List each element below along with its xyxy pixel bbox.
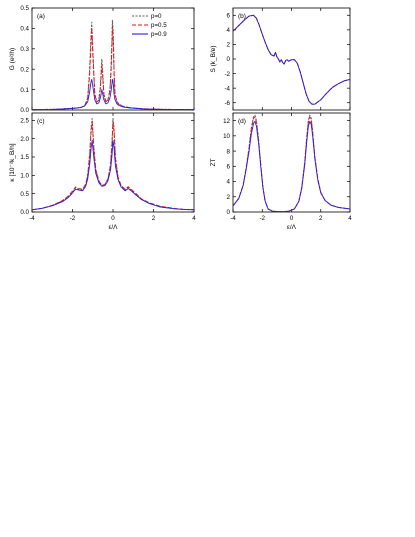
x-tick-label: -4 xyxy=(29,215,35,222)
y-axis-label: ZT xyxy=(210,159,217,167)
y-tick-label: 0.5 xyxy=(20,191,29,198)
series-line-p=0.9 xyxy=(31,140,195,211)
y-tick-label: -4 xyxy=(224,85,230,92)
series-line-p=0 xyxy=(232,114,351,213)
panel-b: -6 -4 -2 0 2 4 6 S (k_B/e) (b) xyxy=(210,7,351,111)
panel-label: (a) xyxy=(37,13,45,20)
y-tick-label: 1.5 xyxy=(20,154,29,161)
y-tick-label: 2 xyxy=(227,42,231,49)
panel-a: 0.0 0.1 0.2 0.3 0.4 0.5 G (e²/h) (a) p=0 p=0.5 p=0… xyxy=(9,5,195,114)
panel-label: (d) xyxy=(238,118,246,125)
plot-frame xyxy=(232,112,351,213)
panel-c: 0.0 0.5 1.0 1.5 2.0 2.5 -4 -2 0 2 4 κ [10⁻²k_B/h] ε/… xyxy=(9,112,196,231)
x-tick-label: 2 xyxy=(152,215,156,222)
y-tick-label: 2.5 xyxy=(20,118,29,125)
y-axis-label: κ [10⁻²k_B/h] xyxy=(9,143,16,181)
x-tick-label: 4 xyxy=(348,215,352,222)
y-tick-label: -2 xyxy=(224,71,230,78)
x-tick-label: 0 xyxy=(111,215,115,222)
x-tick-label: 0 xyxy=(290,215,294,222)
y-tick-label: 2.0 xyxy=(20,136,29,143)
panel-label: (b) xyxy=(238,13,246,20)
series-line-p=0.5 xyxy=(31,121,195,211)
x-tick-label: 2 xyxy=(319,215,323,222)
y-tick-label: 0 xyxy=(227,209,231,216)
series-line-p=0.5 xyxy=(31,25,195,111)
panel-d: 0 2 4 6 8 10 12 -4 -2 0 2 4 ZT ε/Λ (d) xyxy=(210,112,352,231)
y-tick-label: 1.0 xyxy=(20,173,29,180)
y-axis-label: S (k_B/e) xyxy=(210,45,217,72)
x-axis-label: ε/Λ xyxy=(287,224,297,231)
x-axis-label: ε/Λ xyxy=(108,224,118,231)
x-tick-label: -2 xyxy=(259,215,265,222)
x-tick-label: -4 xyxy=(230,215,236,222)
y-axis-label: G (e²/h) xyxy=(9,48,16,70)
legend-label: p=0.5 xyxy=(151,22,167,29)
panels: 0.0 0.1 0.2 0.3 0.4 0.5 G (e²/h) (a) p=0 p=0.5 p=0… xyxy=(9,5,352,231)
y-tick-label: 0.4 xyxy=(20,26,29,33)
series-line-p=0.9 xyxy=(232,120,351,213)
y-tick-label: -6 xyxy=(224,100,230,107)
y-tick-label: 0.0 xyxy=(20,107,29,114)
y-tick-label: 0.1 xyxy=(20,87,29,94)
y-tick-label: 0 xyxy=(227,56,231,63)
panel-label: (c) xyxy=(37,118,45,125)
y-tick-label: 6 xyxy=(227,12,231,19)
y-tick-label: 0.3 xyxy=(20,46,29,53)
legend-label: p=0.9 xyxy=(151,31,167,38)
legend-label: p=0 xyxy=(151,13,162,20)
x-tick-label: -2 xyxy=(70,215,76,222)
y-tick-label: 4 xyxy=(227,179,231,186)
x-tick-label: 4 xyxy=(192,215,196,222)
y-tick-label: 0.2 xyxy=(20,66,29,73)
y-tick-label: 4 xyxy=(227,27,231,34)
y-tick-label: 0.0 xyxy=(20,209,29,216)
plot-frame xyxy=(232,7,351,111)
y-tick-label: 10 xyxy=(223,133,230,140)
y-tick-label: 8 xyxy=(227,148,231,155)
y-tick-label: 6 xyxy=(227,164,231,171)
series-line-p=0 xyxy=(31,19,195,111)
y-tick-label: 2 xyxy=(227,194,231,201)
series-line-p=0.9 xyxy=(232,14,351,105)
y-tick-label: 0.5 xyxy=(20,5,29,12)
y-tick-label: 12 xyxy=(223,118,230,125)
series-line-p=0.9 xyxy=(31,78,195,111)
